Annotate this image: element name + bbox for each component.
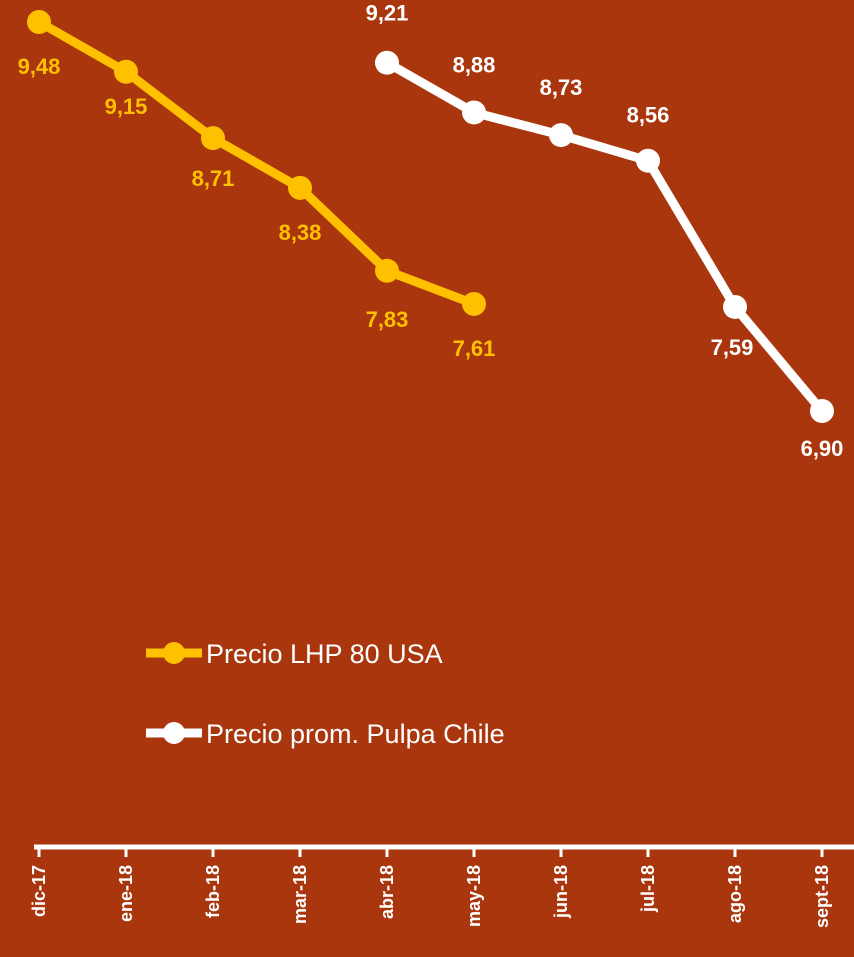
data-label: 9,48	[18, 54, 61, 79]
data-label: 8,73	[540, 75, 583, 100]
x-tick-label: ago-18	[725, 865, 745, 923]
data-point	[375, 258, 399, 283]
data-label: 8,88	[453, 52, 496, 77]
data-label: 7,59	[711, 335, 754, 360]
data-label: 6,90	[801, 436, 844, 461]
data-label: 7,61	[453, 336, 496, 361]
data-label: 7,83	[366, 307, 409, 332]
x-tick-label: abr-18	[377, 865, 397, 919]
x-tick-label: dic-17	[29, 865, 49, 917]
x-tick-label: may-18	[464, 865, 484, 927]
legend-label: Precio prom. Pulpa Chile	[206, 719, 505, 749]
data-point	[201, 126, 225, 151]
data-point	[288, 175, 312, 200]
x-tick-label: ene-18	[116, 865, 136, 922]
data-label: 8,38	[279, 220, 322, 245]
data-point	[723, 294, 747, 319]
x-tick-label: mar-18	[290, 865, 310, 924]
legend-swatch-marker	[163, 722, 185, 744]
data-label: 9,21	[366, 1, 409, 26]
series-line-1	[384, 58, 826, 414]
x-axis: dic-17 ene-18 feb-18 mar-18 abr-18 may-18 jun-…	[29, 844, 854, 928]
series-points	[27, 10, 834, 423]
legend-label: Precio LHP 80 USA	[206, 639, 443, 669]
x-tick-label: sept-18	[812, 865, 832, 928]
data-point	[462, 100, 486, 125]
data-point	[114, 59, 138, 84]
data-label: 8,71	[192, 166, 235, 191]
data-point	[549, 123, 573, 148]
data-point	[375, 50, 399, 75]
x-tick-label: feb-18	[203, 865, 223, 918]
legend: Precio LHP 80 USA Precio prom. Pulpa Chil…	[146, 639, 505, 749]
data-point	[810, 399, 834, 423]
data-point	[27, 10, 51, 34]
legend-swatch-marker	[163, 642, 185, 664]
x-tick-label: jul-18	[638, 865, 658, 913]
x-tick-label: jun-18	[551, 865, 571, 919]
data-labels: 9,48 9,15 8,71 8,38 7,83 7,61 9,21 8,88 8,73 8,56…	[18, 1, 844, 461]
series-line-0	[36, 18, 476, 309]
data-label: 9,15	[105, 94, 148, 119]
data-point	[462, 291, 486, 316]
data-point	[636, 148, 660, 173]
data-label: 8,56	[627, 103, 670, 128]
series-lines	[36, 18, 826, 414]
